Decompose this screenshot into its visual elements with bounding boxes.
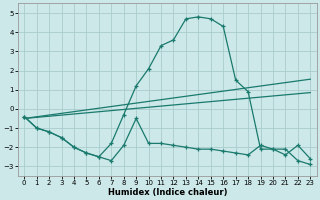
X-axis label: Humidex (Indice chaleur): Humidex (Indice chaleur) bbox=[108, 188, 227, 197]
